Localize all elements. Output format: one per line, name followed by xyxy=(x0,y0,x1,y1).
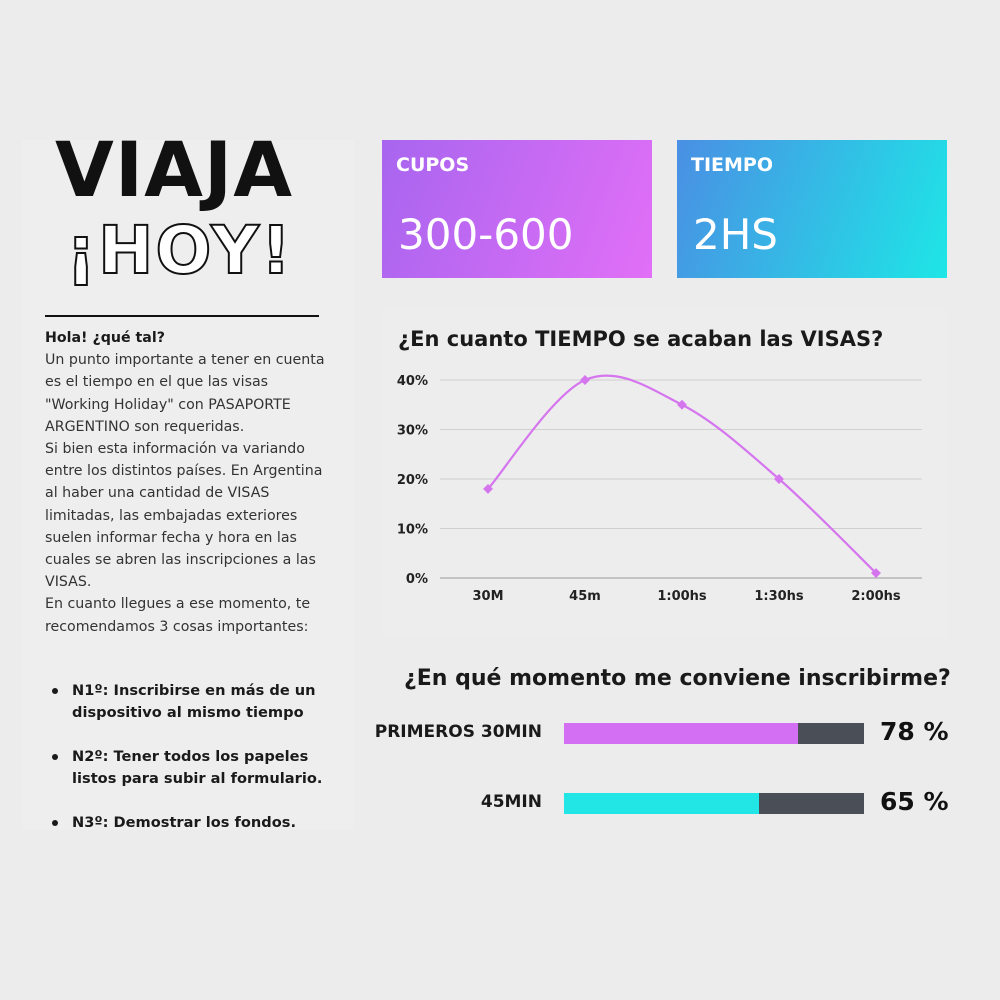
data-point xyxy=(483,483,493,494)
bar-category-label: PRIMEROS 30MIN xyxy=(374,722,542,742)
bar-value-label: 65 % xyxy=(880,787,949,816)
x-tick-label: 1:30hs xyxy=(754,589,804,604)
y-tick-label: 20% xyxy=(397,473,428,488)
tip-item: N2º: Tener todos los papeles listos para… xyxy=(45,746,345,790)
tiempo-label: TIEMPO xyxy=(691,154,773,176)
intro-paragraph-1: Un punto importante a tener en cuenta es… xyxy=(45,352,325,435)
tips-list: N1º: Inscribirse en más de un dispositiv… xyxy=(45,680,345,856)
y-tick-label: 0% xyxy=(406,572,428,587)
tip-item: N1º: Inscribirse en más de un dispositiv… xyxy=(45,680,345,724)
x-tick-label: 2:00hs xyxy=(851,589,901,604)
headline-viaja: VIAJA xyxy=(55,125,294,214)
data-point xyxy=(774,474,784,484)
bar-fill xyxy=(564,723,798,744)
y-tick-label: 30% xyxy=(397,424,428,439)
bar-category-label: 45MIN xyxy=(480,792,542,812)
x-tick-label: 45m xyxy=(569,589,601,604)
tiempo-card: TIEMPO 2HS xyxy=(677,140,947,278)
line-chart-panel xyxy=(382,308,947,638)
bar-chart-title: ¿En qué momento me conviene inscribirme? xyxy=(404,666,951,691)
cupos-label: CUPOS xyxy=(396,154,470,176)
data-point xyxy=(677,399,687,410)
intro-greeting: Hola! ¿qué tal? xyxy=(45,330,165,346)
headline-hoy: ¡HOY! xyxy=(65,212,293,289)
data-point xyxy=(580,375,590,385)
bar-value-label: 78 % xyxy=(880,717,949,746)
x-tick-label: 1:00hs xyxy=(657,589,707,604)
bar-track xyxy=(564,793,864,814)
tip-item: N3º: Demostrar los fondos. xyxy=(45,812,345,834)
intro-text: Hola! ¿qué tal? Un punto importante a te… xyxy=(45,327,335,638)
bar-fill xyxy=(564,793,759,814)
bar-track xyxy=(564,723,864,744)
intro-paragraph-3: En cuanto llegues a ese momento, te reco… xyxy=(45,596,311,635)
data-point xyxy=(871,568,881,578)
left-panel xyxy=(22,140,354,830)
x-tick-label: 30M xyxy=(472,589,503,604)
line-chart-title: ¿En cuanto TIEMPO se acaban las VISAS? xyxy=(398,327,884,351)
y-tick-label: 40% xyxy=(397,374,428,389)
cupos-card: CUPOS 300-600 xyxy=(382,140,652,278)
divider xyxy=(45,315,319,317)
intro-paragraph-2: Si bien esta información va variando ent… xyxy=(45,441,323,591)
tiempo-value: 2HS xyxy=(693,210,778,259)
y-tick-label: 10% xyxy=(397,523,428,538)
cupos-value: 300-600 xyxy=(398,210,574,259)
